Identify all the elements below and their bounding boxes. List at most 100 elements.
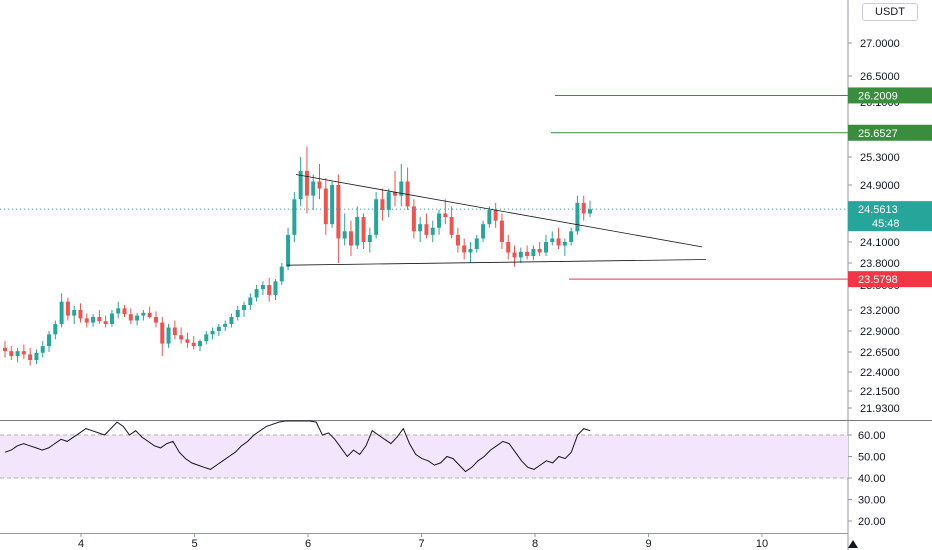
candle-body (562, 242, 567, 246)
candle-body (588, 209, 592, 214)
candle-body (141, 312, 146, 316)
candle-body (393, 192, 397, 196)
stop-tag-bg (848, 271, 932, 288)
candle-body (348, 231, 353, 246)
candle-body (550, 238, 555, 242)
levels-group (0, 94, 848, 280)
target1-tag-bg (848, 124, 932, 141)
price-tick-label: 26.5000 (860, 71, 900, 83)
candle-body (487, 209, 492, 225)
current-price-tag: 24.5613 (858, 204, 898, 216)
current-price-tag-bg (848, 201, 932, 232)
candle-body (191, 342, 196, 347)
target2-tag-bg (848, 87, 932, 104)
candle-body (355, 217, 360, 246)
candle-body (512, 252, 517, 258)
candle-body (506, 242, 511, 253)
price-tick-label: 21.9300 (860, 403, 900, 415)
candle-body (462, 245, 467, 253)
lower-trendline (286, 259, 707, 266)
candle-body (556, 238, 561, 246)
candle-body (47, 334, 52, 347)
candle-body (575, 202, 580, 232)
candle-body (323, 188, 328, 225)
candle-body (166, 327, 171, 344)
rsi-tick-label: 20.00 (858, 516, 886, 528)
candle-body (135, 315, 140, 321)
candle-body (537, 249, 542, 253)
candle-body (235, 310, 240, 317)
candle-body (468, 249, 473, 253)
target1-tag: 25.6527 (858, 128, 898, 140)
countdown-tag: 45:48 (872, 218, 900, 230)
rsi-tick-label: 30.00 (858, 495, 886, 507)
stop-tag: 23.5798 (858, 274, 898, 286)
candle-body (286, 234, 291, 267)
candle-body (59, 301, 64, 324)
candle-body (437, 213, 442, 228)
currency-badge[interactable]: USDT (862, 3, 918, 21)
candle-body (254, 289, 259, 298)
candle-body (128, 314, 133, 321)
candle-body (72, 310, 77, 316)
candle-body (65, 301, 70, 316)
candle-body (430, 227, 435, 235)
candle-body (28, 354, 33, 360)
time-tick-label: 9 (645, 538, 651, 550)
candle-body (185, 339, 190, 343)
candle-body (292, 199, 297, 235)
candle-body (569, 231, 574, 242)
candle-body (499, 220, 504, 242)
candle-body (242, 305, 247, 310)
candle-body (317, 181, 322, 189)
candle-body (380, 199, 385, 210)
price-tick-label: 24.9000 (860, 180, 900, 192)
candle-body (223, 324, 228, 327)
candle-body (411, 206, 416, 232)
candle-body (279, 266, 284, 282)
time-axis[interactable]: 4 5 6 7 8 9 10 (78, 533, 768, 550)
price-tick-label: 24.1000 (860, 237, 900, 249)
candle-body (198, 341, 202, 347)
candle-body (336, 185, 341, 239)
candle-body (298, 171, 303, 200)
price-tick-label: 23.2000 (860, 305, 900, 317)
candle-body (153, 317, 158, 323)
candle-body (15, 351, 20, 356)
candle-body (405, 181, 410, 207)
rsi-tick-label: 40.00 (858, 473, 886, 485)
tradingview-logo-icon[interactable] (848, 540, 858, 548)
candle-body (518, 251, 523, 258)
price-tick-label: 27.0000 (860, 38, 900, 50)
price-tick-label: 22.4000 (860, 367, 900, 379)
candle-body (311, 181, 316, 196)
candle-body (216, 326, 221, 331)
triangle-pattern (286, 174, 707, 266)
rsi-tick-label: 60.00 (858, 430, 886, 442)
candle-body (367, 234, 372, 242)
candle-body (172, 327, 177, 336)
candle-body (474, 238, 479, 249)
candle-body (273, 281, 278, 295)
time-tick-label: 10 (756, 538, 768, 550)
candle-body (543, 242, 548, 253)
candle-body (267, 285, 272, 295)
candle-body (399, 181, 404, 196)
candle-body (455, 234, 460, 246)
candle-body (525, 251, 530, 256)
candle-body (443, 213, 448, 218)
price-tick-label: 22.1500 (860, 386, 900, 398)
rsi-axis[interactable]: 60.00 50.00 40.00 30.00 20.00 (848, 430, 886, 528)
candle-body (40, 346, 45, 353)
candle-body (103, 321, 108, 324)
candle-body (229, 317, 234, 324)
candle-body (304, 171, 309, 196)
price-tags: 26.2009 25.6527 24.5613 45:48 23.5798 (848, 87, 932, 288)
candle-body (210, 331, 215, 335)
candle-body (34, 352, 39, 360)
time-tick-label: 5 (191, 538, 197, 550)
candle-body (493, 209, 498, 221)
candle-body (361, 217, 366, 242)
candle-body (78, 310, 83, 319)
